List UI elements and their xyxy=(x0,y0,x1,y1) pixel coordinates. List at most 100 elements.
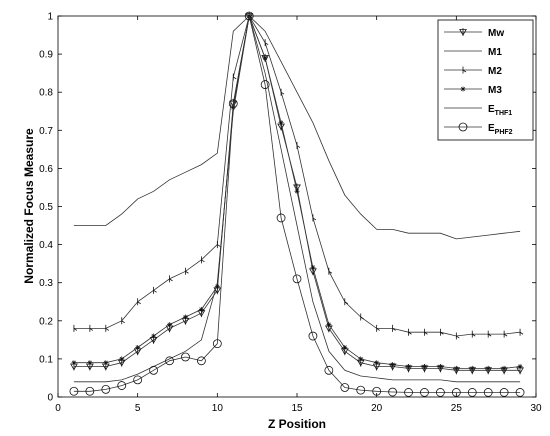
data-point-tick xyxy=(232,73,237,81)
legend-box xyxy=(437,19,534,141)
y-tick-label: 0.2 xyxy=(39,316,53,327)
legend-label: M2 xyxy=(488,66,502,77)
data-point-circle xyxy=(117,381,127,390)
data-point-star xyxy=(342,344,348,350)
data-point-circle xyxy=(356,385,366,395)
y-axis-label: Normalized Focus Measure xyxy=(22,128,36,284)
data-point-star xyxy=(485,365,491,371)
axis-ticks: 0 5 10 15 20 25 30 0 0.1 0.2 0.3 0.4 0.5 0.6 0.7 0.8 0.9… xyxy=(39,12,542,415)
data-point-circle xyxy=(85,386,95,396)
legend-label: ETHF1 xyxy=(488,104,512,117)
data-point-tick xyxy=(487,330,492,338)
data-point-circle xyxy=(196,356,206,366)
data-point-tick xyxy=(153,286,157,294)
y-tick-label: 0.9 xyxy=(39,50,53,61)
x-tick-label: 30 xyxy=(530,403,542,414)
data-point-star xyxy=(71,360,77,366)
data-point-tick xyxy=(462,66,467,74)
data-point-circle xyxy=(435,388,445,397)
data-point-star xyxy=(151,333,157,339)
data-point-star xyxy=(87,360,93,366)
data-point-star xyxy=(103,360,109,366)
data-point-star xyxy=(198,306,204,312)
data-point-tick xyxy=(440,328,444,336)
data-point-tick xyxy=(328,267,333,275)
data-point-circle xyxy=(165,356,174,366)
data-point-star xyxy=(421,364,427,370)
legend-item: Mw xyxy=(444,28,504,39)
data-point-star xyxy=(358,356,364,362)
data-point-tick xyxy=(296,142,301,150)
data-point-star xyxy=(469,365,475,371)
x-tick-label: 15 xyxy=(291,403,303,414)
data-point-circle xyxy=(324,365,334,375)
series-5 xyxy=(69,11,525,397)
x-tick-label: 5 xyxy=(135,403,141,414)
data-point-circle xyxy=(515,388,525,397)
legend-item: M3 xyxy=(444,85,502,96)
data-point-circle xyxy=(276,213,286,223)
x-tick-label: 10 xyxy=(212,403,224,414)
data-point-star xyxy=(214,284,220,290)
data-point-star xyxy=(135,344,141,350)
series-layer xyxy=(69,11,525,397)
data-point-tick xyxy=(408,328,412,336)
x-tick-label: 0 xyxy=(55,403,61,414)
data-point-tick xyxy=(376,324,380,332)
data-point-star xyxy=(278,120,284,126)
data-point-tick xyxy=(312,214,317,222)
data-point-tick xyxy=(280,88,285,96)
data-point-tick xyxy=(73,324,78,332)
y-tick-label: 0.6 xyxy=(39,164,53,175)
data-point-circle xyxy=(483,388,493,397)
data-point-circle xyxy=(451,388,461,397)
data-point-tick xyxy=(360,313,364,321)
series-line xyxy=(73,15,521,393)
series-1 xyxy=(73,15,521,240)
data-point-tick xyxy=(185,267,189,275)
data-point-tick xyxy=(344,298,349,306)
y-tick-label: 0.7 xyxy=(39,126,53,137)
data-point-circle xyxy=(467,388,477,397)
data-point-circle xyxy=(69,386,79,396)
data-point-star xyxy=(437,364,443,370)
data-point-circle xyxy=(181,352,190,362)
y-tick-label: 0.5 xyxy=(39,202,53,213)
data-point-star xyxy=(390,362,396,368)
data-point-tick xyxy=(503,330,508,338)
data-point-circle xyxy=(244,11,254,21)
data-point-star xyxy=(374,360,380,366)
y-tick-label: 0.8 xyxy=(39,88,53,99)
y-tick-label: 0.1 xyxy=(39,354,53,365)
data-point-star xyxy=(453,365,459,371)
legend-label: Mw xyxy=(488,28,504,39)
data-point-circle xyxy=(388,387,398,397)
data-point-circle xyxy=(340,383,350,392)
x-axis-label: Z Position xyxy=(268,417,326,431)
data-point-tick xyxy=(455,332,460,340)
series-4 xyxy=(73,15,521,383)
data-point-tick xyxy=(519,328,524,336)
data-point-circle xyxy=(499,388,509,397)
data-point-tick xyxy=(216,241,221,249)
data-point-star xyxy=(501,365,507,371)
data-point-star xyxy=(119,356,125,362)
y-tick-label: 1 xyxy=(47,12,53,23)
data-point-tick xyxy=(105,324,110,332)
data-point-tick xyxy=(89,324,94,332)
y-tick-label: 0 xyxy=(47,393,53,404)
data-point-star xyxy=(167,322,173,328)
data-point-circle xyxy=(212,339,222,349)
data-point-star xyxy=(182,314,188,320)
legend: Mw M1 M2 M3 ETHF1 EPHF2 xyxy=(437,19,534,141)
data-point-circle xyxy=(228,99,238,109)
data-point-star xyxy=(294,188,300,194)
legend-item: EPHF2 xyxy=(444,122,513,136)
data-point-circle xyxy=(458,122,468,132)
y-tick-label: 0.3 xyxy=(39,278,53,289)
data-point-star xyxy=(460,86,466,92)
data-point-circle xyxy=(404,388,413,397)
data-point-star xyxy=(310,264,316,270)
data-point-tick xyxy=(137,298,141,306)
